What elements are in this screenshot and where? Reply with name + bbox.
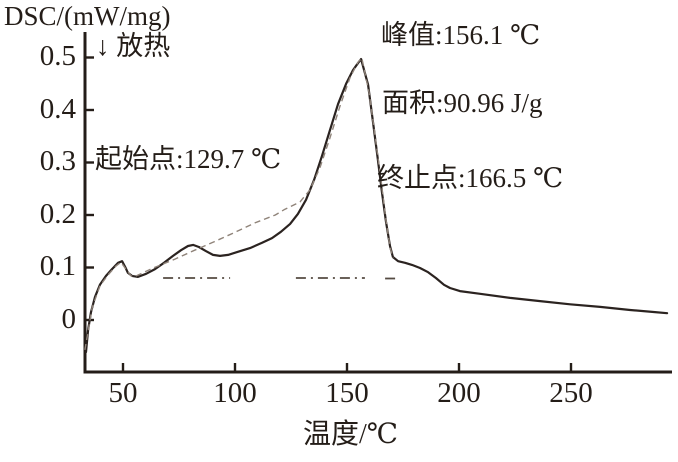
x-tick-label-250: 250 [549,377,593,409]
annotation-area: 面积:90.96 J/g [382,88,543,118]
y-tick-label-0_1: 0.1 [39,250,76,282]
annotation-onset: 起始点:129.7 ℃ [95,144,282,174]
x-tick-label-200: 200 [437,377,481,409]
y-tick-label-0_5: 0.5 [39,40,76,72]
x-tick-label-100: 100 [213,377,257,409]
x-axis-label: 温度/℃ [303,419,399,450]
annotation-peak: 峰值:156.1 ℃ [381,20,541,50]
y-axis-title: DSC/(mW/mg) [4,1,171,31]
y-tick-label-0: 0 [61,303,77,335]
y-tick-label-0_3: 0.3 [39,145,76,177]
dsc-curve [84,57,669,354]
axes [83,32,672,374]
exotherm-direction-label: ↓ 放热 [96,31,171,61]
integration-tangent [84,57,394,351]
y-tick-label-0_2: 0.2 [39,198,76,230]
annotation-endset: 终止点:166.5 ℃ [377,163,564,193]
x-tick-label-150: 150 [325,377,369,409]
x-tick-label-50: 50 [108,377,138,409]
y-tick-label-0_4: 0.4 [39,93,76,125]
